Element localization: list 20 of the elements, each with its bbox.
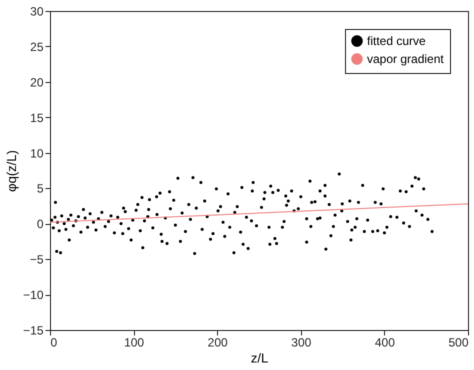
y-tick-label: 30 (30, 4, 44, 18)
y-tick-label: 20 (30, 75, 44, 90)
y-tick-label: 25 (30, 40, 44, 54)
x-tick-label: 300 (291, 336, 312, 350)
x-tick-label: 200 (208, 336, 228, 350)
y-tick-label: 15 (30, 110, 44, 125)
x-tick-label: 0 (50, 336, 58, 350)
y-tick-label: 10 (30, 146, 44, 160)
y-tick-label: 0 (36, 217, 44, 232)
y-tick-label: 5 (36, 182, 44, 196)
x-tick-label: 100 (124, 336, 144, 350)
x-tick-label: 500 (448, 336, 469, 350)
legend-label: fitted curve (367, 34, 426, 48)
y-axis-title: φq(z/L) (4, 150, 20, 192)
x-tick-label: 400 (374, 336, 396, 350)
y-tick-label: −10 (23, 288, 44, 302)
x-axis-title: z/L (250, 350, 268, 366)
y-tick-label: −15 (23, 324, 44, 338)
y-tick-label: −5 (30, 252, 44, 267)
legend-label: vapor gradient (367, 52, 444, 66)
